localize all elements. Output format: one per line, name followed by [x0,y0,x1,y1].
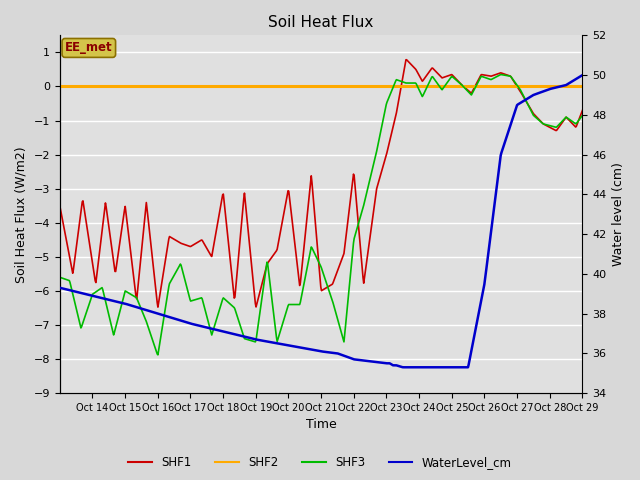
WaterLevel_cm [405,364,413,370]
SHF3 [260,284,268,289]
SHF2 [239,84,247,89]
SHF2 [56,84,63,89]
SHF2 [375,84,383,89]
Line: SHF1: SHF1 [60,60,582,307]
SHF3 [497,72,504,77]
SHF3 [376,135,383,141]
SHF3 [154,352,162,358]
SHF1 [240,196,248,202]
WaterLevel_cm [56,285,63,291]
SHF2 [117,84,125,89]
Legend: SHF1, SHF2, SHF3, WaterLevel_cm: SHF1, SHF2, SHF3, WaterLevel_cm [124,452,516,474]
Y-axis label: Soil Heat Flux (W/m2): Soil Heat Flux (W/m2) [15,146,28,283]
SHF3 [56,275,63,280]
SHF1 [402,57,410,62]
SHF2 [579,84,586,89]
WaterLevel_cm [259,338,267,344]
SHF1 [56,203,63,209]
Text: EE_met: EE_met [65,41,113,54]
Title: Soil Heat Flux: Soil Heat Flux [268,15,374,30]
WaterLevel_cm [399,364,407,370]
SHF3 [214,312,221,318]
SHF2 [404,84,412,89]
SHF3 [405,80,413,86]
WaterLevel_cm [117,300,125,306]
SHF3 [117,303,125,309]
SHF1 [579,108,586,113]
SHF1 [260,275,268,281]
SHF3 [240,334,248,340]
SHF3 [579,112,586,118]
SHF2 [259,84,267,89]
WaterLevel_cm [213,327,221,333]
SHF1 [117,231,125,237]
SHF1 [214,219,221,225]
WaterLevel_cm [375,360,383,365]
WaterLevel_cm [239,334,247,339]
SHF2 [213,84,221,89]
X-axis label: Time: Time [306,419,337,432]
Line: WaterLevel_cm: WaterLevel_cm [60,75,582,367]
Y-axis label: Water level (cm): Water level (cm) [612,162,625,266]
SHF1 [376,176,383,182]
SHF1 [154,304,162,310]
SHF1 [406,60,413,66]
Line: SHF3: SHF3 [60,74,582,355]
WaterLevel_cm [579,72,586,78]
